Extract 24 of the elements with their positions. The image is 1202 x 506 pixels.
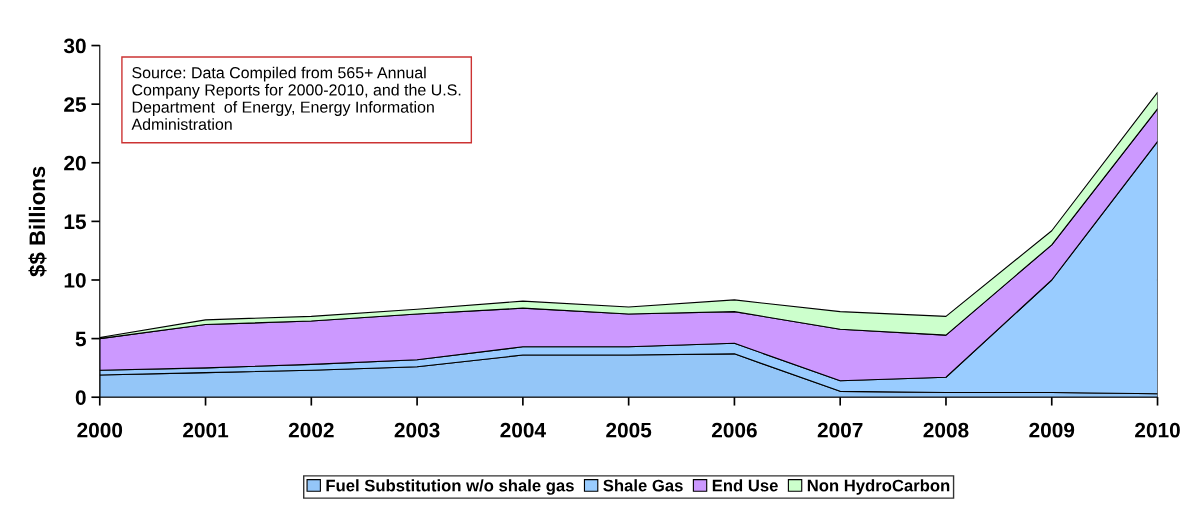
- x-tick-label: 2007: [817, 422, 863, 438]
- x-tick-label: 2009: [1029, 422, 1075, 438]
- y-tick-label: 15: [64, 214, 86, 230]
- x-tick-label: 2002: [288, 422, 334, 438]
- y-tick-label: 20: [64, 155, 86, 171]
- x-tick-label: 2010: [1135, 422, 1180, 438]
- legend-label: Non HydroCarbon: [807, 479, 950, 495]
- y-tick-label: 25: [64, 97, 86, 112]
- x-tick-label: 2004: [500, 422, 546, 438]
- legend-label: Shale Gas: [603, 479, 683, 492]
- x-tick-label: 2006: [711, 422, 757, 438]
- legend-label: End Use: [712, 479, 778, 492]
- x-tick-label: 2003: [394, 422, 440, 438]
- x-tick-label: 2001: [183, 422, 229, 438]
- annotation: Source: Data Compiled from 565+ Annual Company Reports for 2000-2010, and the U.S. Department of Energy, Energy Information Administration: [131, 66, 461, 130]
- y-tick-label: 0: [75, 390, 86, 405]
- y-tick-label: 5: [75, 331, 86, 347]
- x-tick-label: 2008: [923, 422, 969, 438]
- y-tick-label: 30: [63, 38, 86, 54]
- x-tick-label: 2000: [77, 422, 123, 438]
- x-tick-label: 2005: [606, 422, 652, 438]
- legend-label: Fuel Substitution w/o shale gas: [326, 479, 574, 495]
- y-tick-label: 10: [64, 272, 86, 288]
- y-axis-title: $$ Billions: [28, 166, 47, 277]
